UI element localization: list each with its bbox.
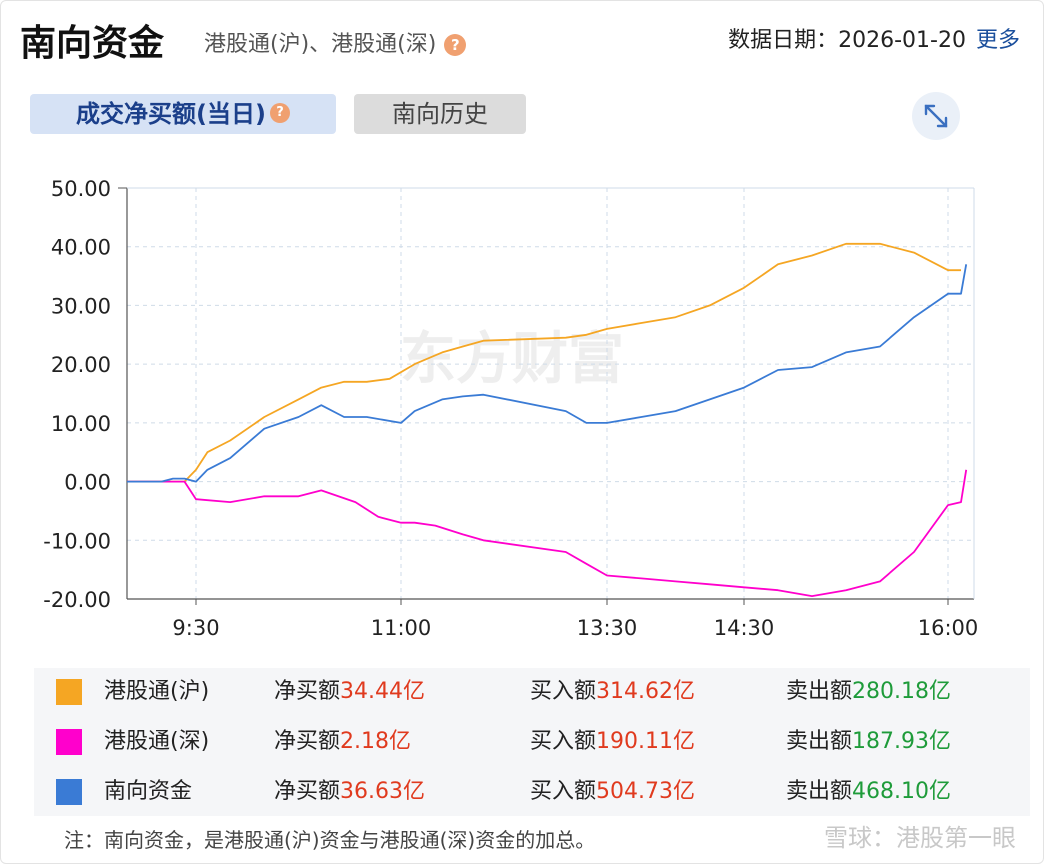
sell-value: 280.18亿 — [852, 679, 951, 704]
series-line-sz — [127, 469, 968, 598]
x-tick-label: 9:30 — [172, 616, 219, 640]
y-tick-label: 40.00 — [51, 236, 111, 260]
legend-name: 南向资金 — [104, 779, 193, 804]
legend-buy: 买入额314.62亿 — [530, 672, 695, 712]
chart-watermark: 东方财富 — [400, 327, 624, 392]
x-tick-labels: 9:30 11:00 13:30 14:30 16:00 — [172, 616, 978, 640]
expand-button[interactable] — [912, 92, 960, 140]
net-label: 净买额 — [274, 779, 341, 804]
legend-swatch — [56, 679, 82, 705]
buy-label: 买入额 — [530, 779, 597, 804]
legend-row-sz: 港股通(深) 净买额2.18亿 买入额190.11亿 卖出额187.93亿 — [34, 722, 1030, 762]
question-mark-icon[interactable]: ? — [444, 34, 467, 56]
y-tick-label: 50.00 — [51, 177, 111, 201]
date-label: 数据日期：2026-01-20 — [728, 28, 966, 53]
legend-net: 净买额2.18亿 — [274, 722, 411, 762]
data-date: 数据日期：2026-01-20 更多 — [728, 22, 1020, 54]
tab-south-history[interactable]: 南向历史 — [354, 94, 526, 134]
net-value: 36.63亿 — [340, 779, 425, 804]
legend-net: 净买额36.63亿 — [274, 772, 425, 812]
legend-sell: 卖出额187.93亿 — [786, 722, 951, 762]
legend-sell: 卖出额280.18亿 — [786, 672, 951, 712]
legend-row-total: 南向资金 净买额36.63亿 买入额504.73亿 卖出额468.10亿 — [34, 772, 1030, 812]
y-tick-label: -10.00 — [43, 529, 111, 553]
legend-buy: 买入额190.11亿 — [530, 722, 695, 762]
footer-watermark: 雪球：港股第一眼 — [824, 824, 1016, 852]
more-link[interactable]: 更多 — [975, 28, 1020, 53]
buy-label: 买入额 — [530, 729, 597, 754]
buy-value: 504.73亿 — [596, 779, 695, 804]
buy-value: 190.11亿 — [596, 729, 695, 754]
x-tick-label: 11:00 — [371, 616, 432, 640]
net-value: 34.44亿 — [340, 679, 425, 704]
legend-name: 港股通(沪) — [104, 679, 210, 704]
legend-swatch — [56, 729, 82, 755]
y-tick-label: 0.00 — [64, 471, 111, 495]
legend-name: 港股通(深) — [104, 729, 210, 754]
sell-value: 187.93亿 — [852, 729, 951, 754]
legend-net: 净买额34.44亿 — [274, 672, 425, 712]
y-tick-label: 30.00 — [51, 294, 111, 318]
tab-net-buy-today[interactable]: 成交净买额(当日)? — [30, 94, 336, 134]
tab-label: 南向历史 — [392, 100, 488, 128]
chart-axes — [118, 187, 975, 605]
x-tick-label: 14:30 — [714, 616, 775, 640]
net-buy-line-chart: 东方财富 50.00 40.00 30.00 20.00 10.00 0.00 -10.00… — [43, 177, 978, 640]
question-mark-icon[interactable]: ? — [269, 103, 290, 123]
tab-label: 成交净买额(当日) — [76, 100, 266, 128]
legend-table: 港股通(沪) 净买额34.44亿 买入额314.62亿 卖出额280.18亿 港… — [34, 668, 1030, 816]
chart-series — [127, 242, 968, 598]
buy-label: 买入额 — [530, 679, 597, 704]
chart-grid — [127, 187, 974, 599]
sell-label: 卖出额 — [786, 779, 853, 804]
y-tick-labels: 50.00 40.00 30.00 20.00 10.00 0.00 -10.00 -20.0… — [43, 177, 111, 612]
x-tick-label: 16:00 — [918, 616, 979, 640]
series-line-total — [127, 264, 968, 483]
sell-value: 468.10亿 — [852, 779, 951, 804]
page-title: 南向资金 — [20, 23, 165, 64]
legend-buy: 买入额504.73亿 — [530, 772, 695, 812]
sell-label: 卖出额 — [786, 729, 853, 754]
sell-label: 卖出额 — [786, 679, 853, 704]
page-subtitle: 港股通(沪)、港股通(深)? — [204, 26, 467, 58]
series-line-sh — [127, 242, 961, 483]
expand-arrows-icon — [924, 104, 948, 128]
legend-row-sh: 港股通(沪) 净买额34.44亿 买入额314.62亿 卖出额280.18亿 — [34, 672, 1030, 712]
footnote: 注：南向资金，是港股通(沪)资金与港股通(深)资金的加总。 — [64, 828, 596, 852]
y-tick-label: 10.00 — [51, 412, 111, 436]
net-label: 净买额 — [274, 729, 341, 754]
x-tick-label: 13:30 — [577, 616, 638, 640]
net-label: 净买额 — [274, 679, 341, 704]
subtitle-text: 港股通(沪)、港股通(深) — [204, 32, 437, 57]
y-tick-label: 20.00 — [51, 353, 111, 377]
buy-value: 314.62亿 — [596, 679, 695, 704]
y-tick-label: -20.00 — [43, 588, 111, 612]
legend-swatch — [56, 779, 82, 805]
net-value: 2.18亿 — [340, 729, 412, 754]
legend-sell: 卖出额468.10亿 — [786, 772, 951, 812]
